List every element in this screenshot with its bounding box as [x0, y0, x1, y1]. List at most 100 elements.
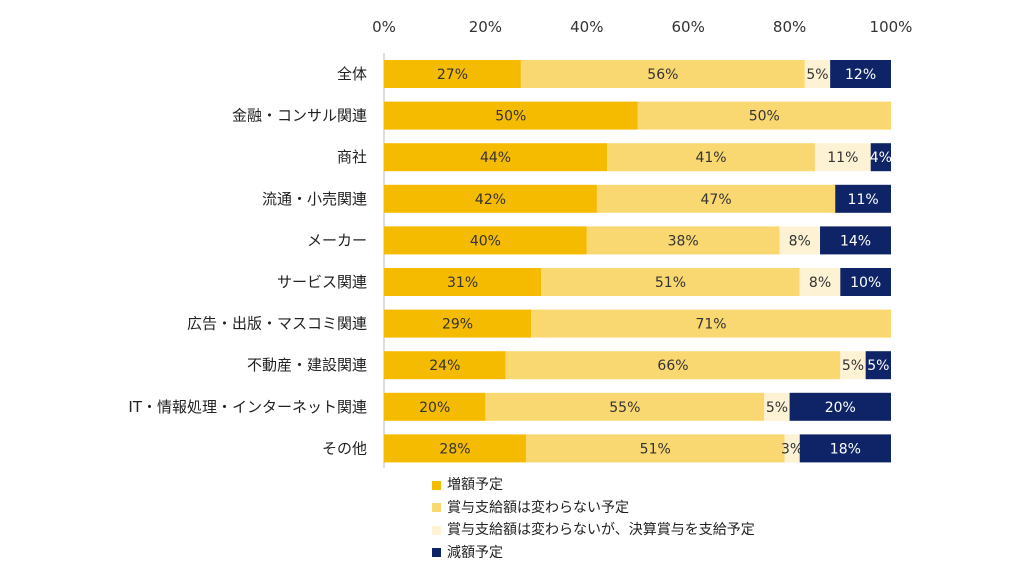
data-label: 56%	[647, 67, 678, 83]
bar-segment	[384, 184, 597, 213]
data-label: 42%	[475, 192, 506, 208]
data-label: 11%	[827, 150, 858, 166]
bar-segment	[541, 268, 800, 296]
bar-segment	[799, 268, 841, 296]
bar-segment	[384, 101, 638, 130]
data-label: 47%	[701, 192, 732, 208]
bar-segment	[384, 268, 542, 296]
category-label: 金融・コンサル関連	[232, 107, 367, 125]
bar-segment	[531, 309, 891, 338]
data-label: 28%	[439, 441, 470, 457]
data-label: 10%	[850, 275, 881, 291]
legend-swatch-unchanged	[432, 503, 441, 513]
bar-segment	[384, 60, 521, 88]
x-tick-label: 20%	[469, 18, 502, 36]
data-label: 5%	[766, 400, 788, 416]
data-label: 24%	[429, 358, 460, 374]
bar-segment	[384, 351, 506, 380]
bar-segment	[384, 309, 532, 338]
category-label: 広告・出版・マスコミ関連	[187, 315, 367, 333]
bar-segment	[384, 143, 608, 172]
bar-segment	[384, 226, 587, 255]
data-label: 50%	[495, 109, 526, 125]
data-label: 5%	[867, 358, 889, 374]
bar-segment	[520, 60, 805, 88]
data-label: 44%	[480, 150, 511, 166]
x-tick-label: 100%	[870, 18, 913, 36]
category-label: 不動産・建設関連	[247, 356, 367, 374]
bar-segment	[384, 434, 526, 463]
legend-item-unchanged: 賞与支給額は変わらない予定	[432, 497, 755, 520]
data-label: 51%	[640, 441, 671, 457]
data-label: 8%	[789, 233, 811, 249]
data-label: 8%	[809, 275, 831, 291]
bar-segment	[384, 392, 486, 421]
data-label: 29%	[442, 317, 473, 333]
category-label: IT・情報処理・インターネット関連	[128, 398, 367, 416]
bar-segment	[799, 434, 891, 463]
data-label: 31%	[447, 275, 478, 291]
legend-item-decrease: 減額予定	[432, 542, 755, 565]
category-label: 商社	[337, 148, 367, 166]
data-label: 55%	[609, 400, 640, 416]
bar-segment	[764, 392, 790, 421]
data-label: 5%	[842, 358, 864, 374]
bar-segment	[830, 60, 891, 88]
bar-segment	[485, 392, 765, 421]
data-label: 4%	[870, 150, 892, 166]
data-label: 71%	[695, 317, 726, 333]
legend: 増額予定 賞与支給額は変わらない予定 賞与支給額は変わらないが、決算賞与を支給予…	[432, 474, 755, 564]
category-label: 流通・小売関連	[262, 190, 367, 208]
bar-segment	[779, 226, 821, 255]
data-label: 40%	[470, 233, 501, 249]
bar-segment	[586, 226, 780, 255]
bar-segment	[525, 434, 785, 463]
data-label: 50%	[749, 109, 780, 125]
legend-item-settlement-bonus: 賞与支給額は変わらないが、決算賞与を支給予定	[432, 519, 755, 542]
legend-swatch-decrease	[432, 548, 441, 558]
x-tick-label: 60%	[672, 18, 705, 36]
legend-swatch-settlement-bonus	[432, 525, 441, 535]
data-label: 14%	[840, 233, 871, 249]
bar-segment	[814, 143, 871, 172]
legend-label-settlement-bonus: 賞与支給額は変わらないが、決算賞与を支給予定	[447, 522, 755, 538]
bar-segment	[835, 184, 891, 213]
legend-label-unchanged: 賞与支給額は変わらない予定	[447, 499, 629, 516]
x-tick-label: 40%	[570, 18, 603, 36]
data-label: 27%	[437, 67, 468, 83]
bar-segment	[789, 392, 891, 421]
data-label: 18%	[830, 441, 861, 457]
bar-segment	[505, 351, 841, 380]
data-label: 12%	[845, 67, 876, 83]
data-label: 11%	[848, 192, 879, 208]
x-tick-label: 80%	[773, 18, 806, 36]
legend-item-increase: 増額予定	[432, 474, 755, 497]
data-label: 20%	[825, 400, 856, 416]
bar-segment	[596, 184, 836, 213]
category-label: サービス関連	[277, 273, 367, 291]
data-label: 41%	[695, 150, 726, 166]
legend-label-increase: 増額予定	[447, 477, 503, 493]
data-label: 5%	[806, 67, 828, 83]
data-label: 51%	[655, 275, 686, 291]
bar-segment	[784, 434, 800, 463]
x-tick-label: 0%	[372, 18, 396, 36]
bar-segment	[870, 143, 891, 172]
bar-segment	[637, 101, 891, 130]
legend-label-decrease: 減額予定	[447, 544, 503, 561]
bar-segment	[865, 351, 891, 380]
data-label: 3%	[781, 441, 803, 457]
data-label: 66%	[657, 358, 688, 374]
legend-swatch-increase	[432, 480, 441, 490]
bar-segment	[840, 268, 891, 296]
category-label: メーカー	[307, 231, 367, 249]
data-label: 38%	[668, 233, 699, 249]
bar-segment	[607, 143, 815, 172]
category-label: 全体	[337, 65, 367, 83]
bar-segment	[840, 351, 866, 380]
bar-segment	[804, 60, 831, 88]
bar-segment	[820, 226, 891, 255]
category-label: その他	[322, 439, 367, 457]
data-label: 20%	[419, 400, 450, 416]
